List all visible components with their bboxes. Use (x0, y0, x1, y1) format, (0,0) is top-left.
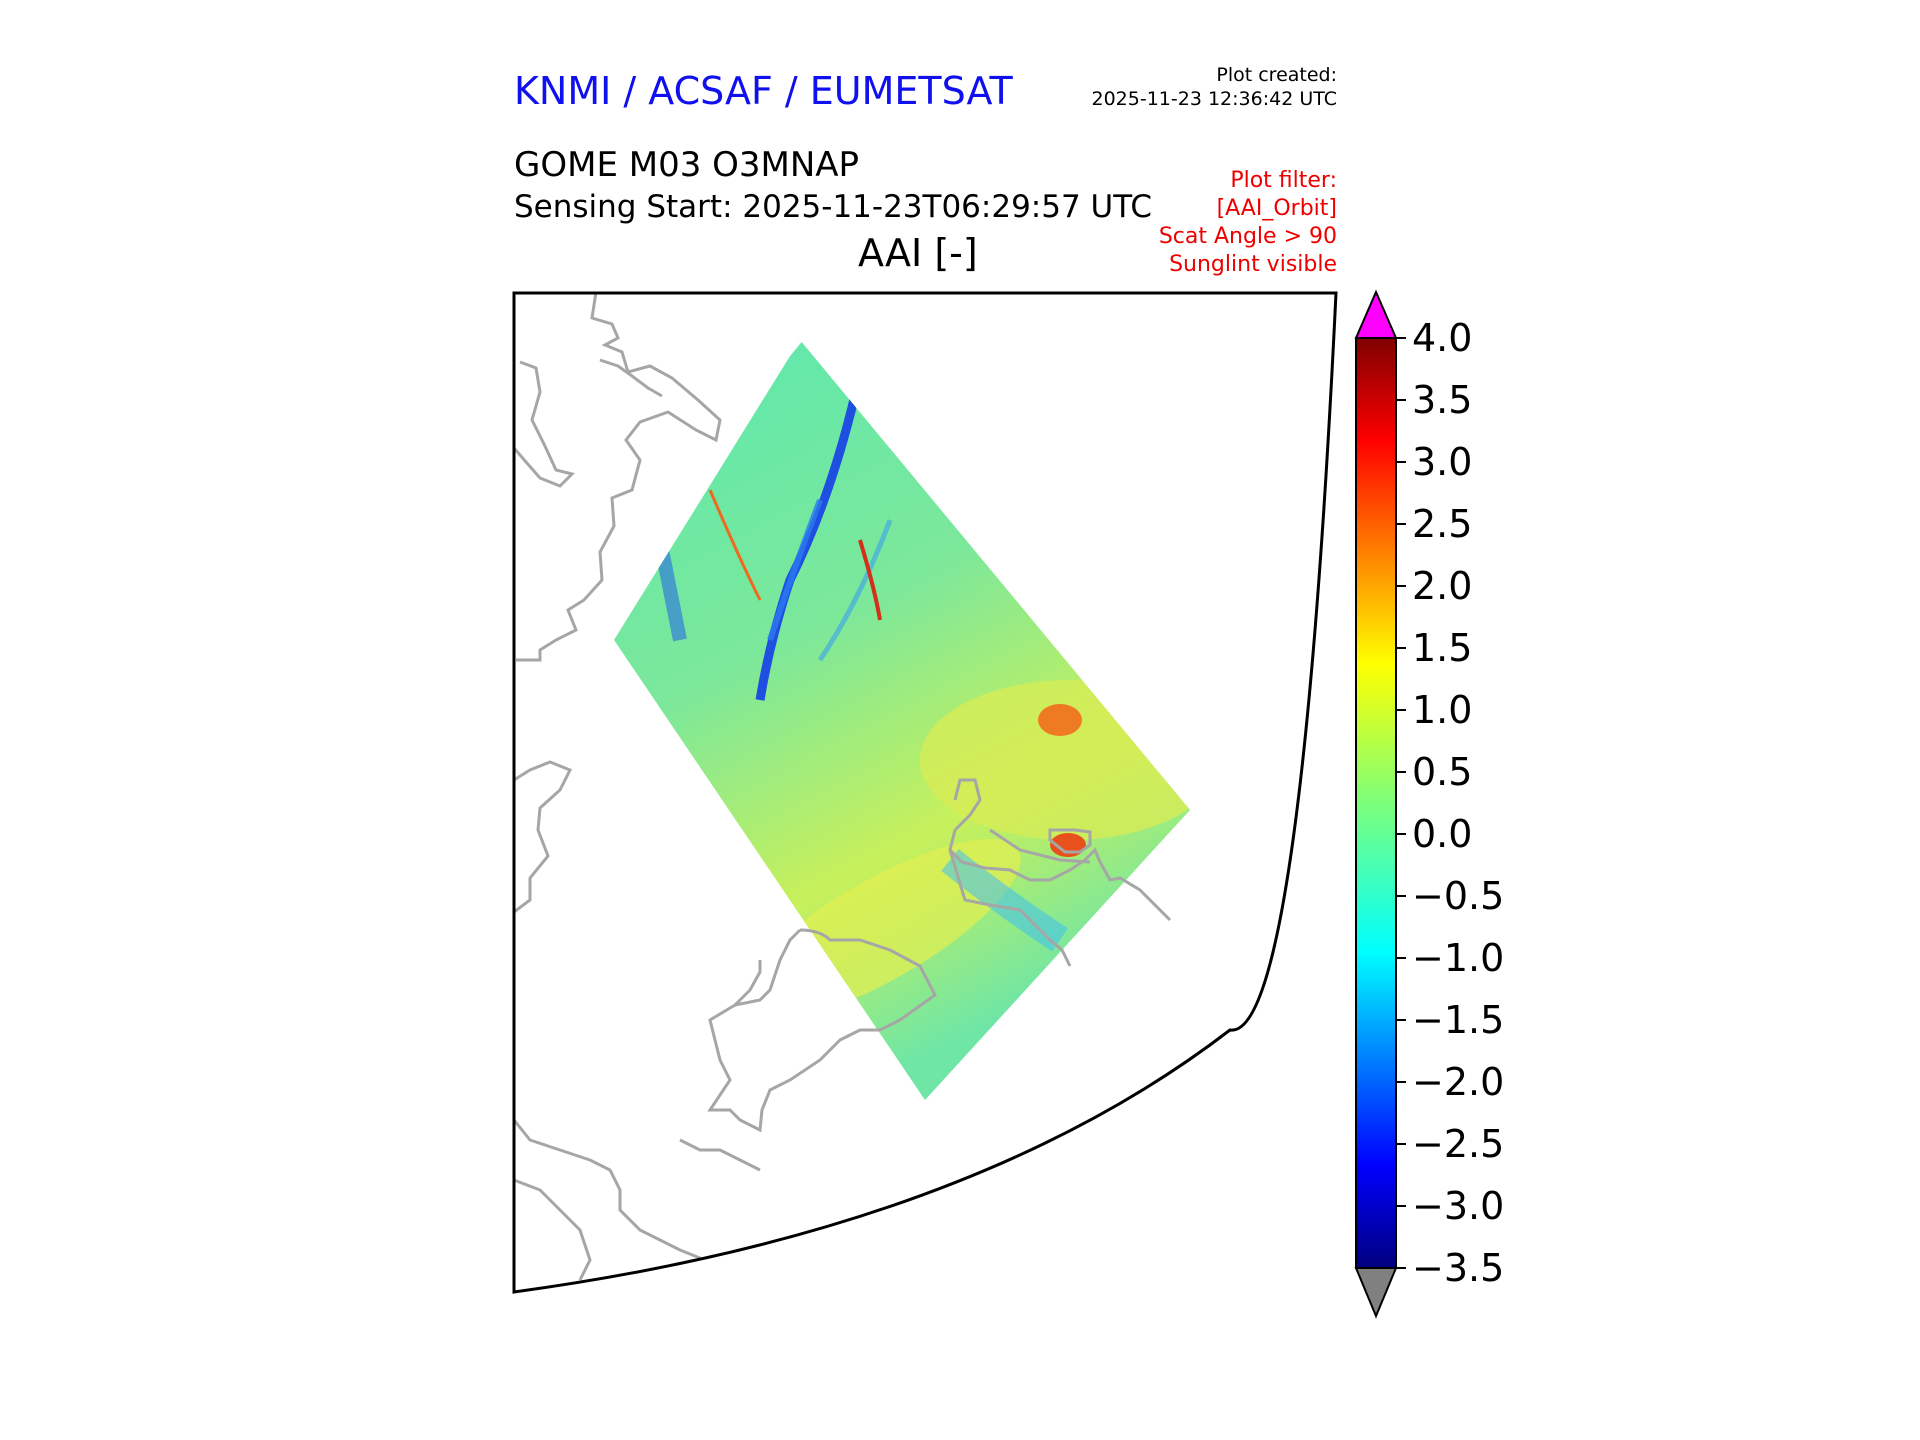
plot-filter-item: Scat Angle > 90 (1158, 224, 1337, 249)
plot-filter-title: Plot filter: (1230, 168, 1337, 193)
colorbar-tick-label: 0.0 (1412, 812, 1472, 856)
colorbar-tick-label: −3.5 (1412, 1246, 1504, 1290)
agency-title: KNMI / ACSAF / EUMETSAT (514, 69, 1013, 113)
map-area (514, 293, 1336, 1292)
plot-filter-item: [AAI_Orbit] (1216, 196, 1337, 221)
colorbar-extend-min (1354, 1267, 1398, 1319)
colorbar-tick-label: −1.0 (1412, 936, 1504, 980)
colorbar-tick-label: −3.0 (1412, 1184, 1504, 1228)
colorbar-gradient (1356, 338, 1396, 1268)
map-frame (512, 291, 1338, 1294)
colorbar-tick-label: 1.5 (1412, 626, 1472, 670)
sensing-start: Sensing Start: 2025-11-23T06:29:57 UTC (514, 189, 1152, 225)
colorbar-tick-label: −2.0 (1412, 1060, 1504, 1104)
colorbar-tick-label: 3.5 (1412, 378, 1472, 422)
colorbar-tick-label: −2.5 (1412, 1122, 1504, 1166)
colorbar-tick-label: 4.0 (1412, 316, 1472, 360)
colorbar-tick-label: 2.5 (1412, 502, 1472, 546)
variable-title: AAI [-] (858, 231, 978, 275)
colorbar-tick-label: 2.0 (1412, 564, 1472, 608)
colorbar-extend-max (1354, 289, 1398, 339)
plot-filter-item: Sunglint visible (1169, 252, 1337, 277)
product-title: GOME M03 O3MNAP (514, 145, 860, 185)
colorbar-tick-label: 3.0 (1412, 440, 1472, 484)
colorbar-tick-label: −1.5 (1412, 998, 1504, 1042)
colorbar-tick-label: 0.5 (1412, 750, 1472, 794)
colorbar-tick-label: 1.0 (1412, 688, 1472, 732)
colorbar-tick-label: −0.5 (1412, 874, 1504, 918)
plot-created-label: Plot created: (1216, 64, 1337, 86)
plot-created-timestamp: 2025-11-23 12:36:42 UTC (1091, 88, 1338, 110)
colorbar: −3.5 −3.0 −2.5 −2.0 −1.5 −1.0 −0.5 0.0 0.5 1.0 1.5… (1354, 289, 1504, 1319)
coastlines (514, 293, 1172, 1282)
